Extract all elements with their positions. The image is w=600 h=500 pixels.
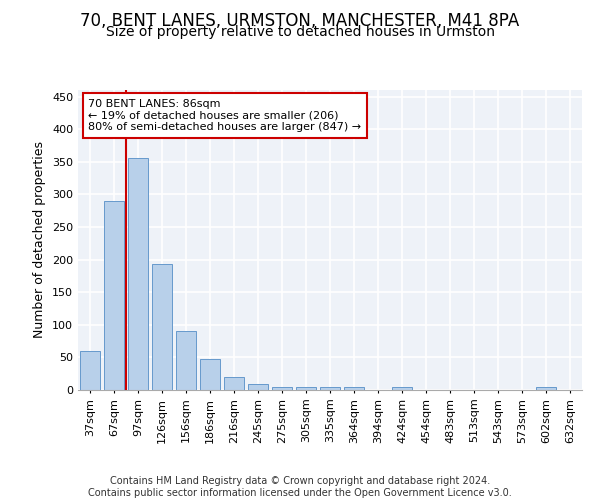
- Bar: [344, 386, 364, 390]
- Bar: [248, 384, 268, 390]
- Bar: [272, 386, 292, 390]
- Text: 70 BENT LANES: 86sqm
← 19% of detached houses are smaller (206)
80% of semi-deta: 70 BENT LANES: 86sqm ← 19% of detached h…: [88, 99, 361, 132]
- Bar: [392, 386, 412, 390]
- Bar: [104, 201, 124, 390]
- Text: 70, BENT LANES, URMSTON, MANCHESTER, M41 8PA: 70, BENT LANES, URMSTON, MANCHESTER, M41…: [80, 12, 520, 30]
- Bar: [176, 332, 196, 390]
- Bar: [80, 351, 100, 390]
- Bar: [128, 158, 148, 390]
- Bar: [152, 264, 172, 390]
- Text: Size of property relative to detached houses in Urmston: Size of property relative to detached ho…: [106, 25, 494, 39]
- Bar: [224, 377, 244, 390]
- Bar: [200, 360, 220, 390]
- Bar: [320, 386, 340, 390]
- Text: Contains HM Land Registry data © Crown copyright and database right 2024.
Contai: Contains HM Land Registry data © Crown c…: [88, 476, 512, 498]
- Bar: [536, 386, 556, 390]
- Bar: [296, 386, 316, 390]
- Y-axis label: Number of detached properties: Number of detached properties: [34, 142, 46, 338]
